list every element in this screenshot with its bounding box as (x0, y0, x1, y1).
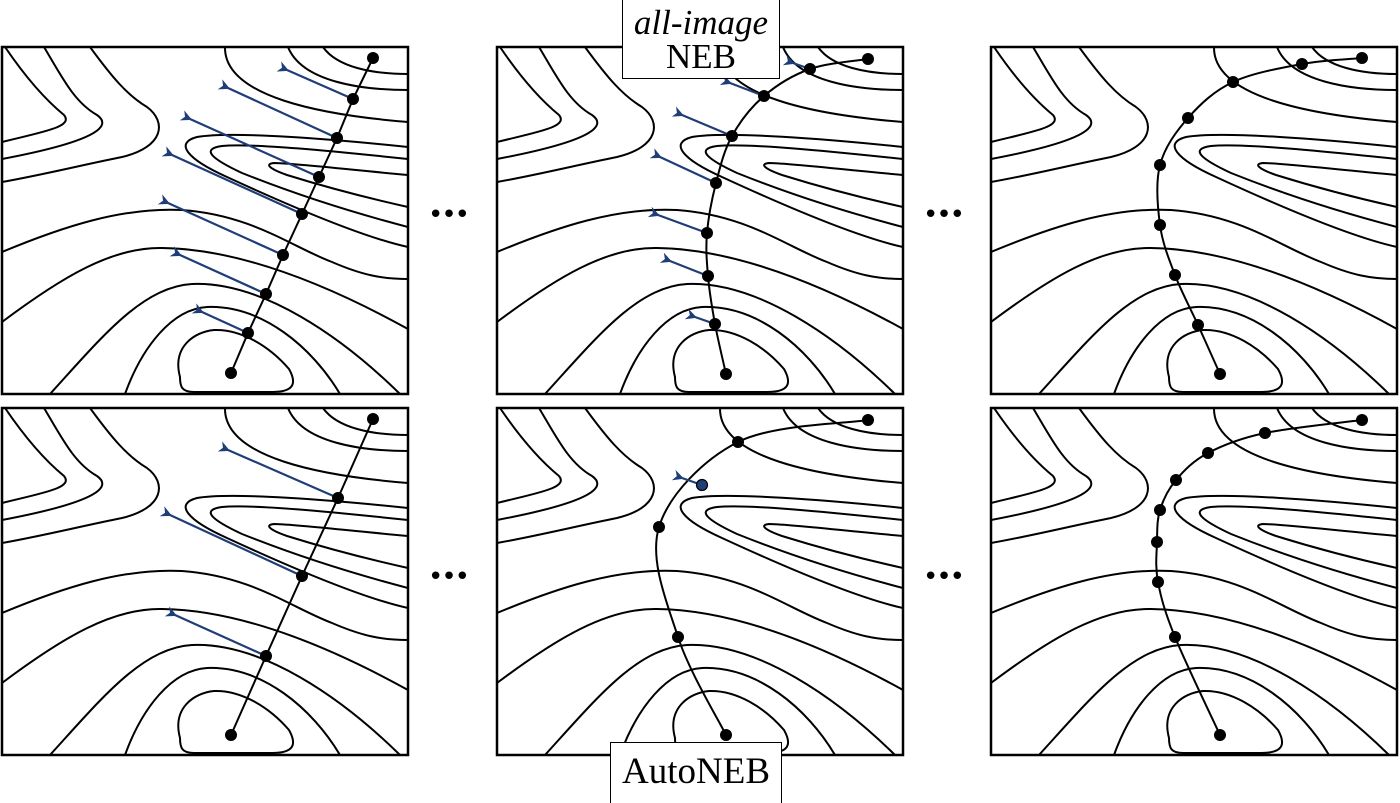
image-point (1154, 504, 1166, 516)
image-point (862, 53, 874, 65)
panel-frame (495, 45, 905, 396)
energy-contours (991, 47, 1397, 394)
panel-neb-initial (0, 45, 410, 396)
image-point (1154, 219, 1166, 231)
image-point (1356, 52, 1368, 64)
image-point (653, 521, 665, 533)
image-point (225, 367, 237, 379)
image-point (1169, 631, 1181, 643)
image-point (367, 52, 379, 64)
panel-frame (989, 406, 1399, 757)
image-point (701, 227, 713, 239)
image-point (1154, 159, 1166, 171)
image-point (296, 208, 308, 220)
image-point (758, 90, 770, 102)
force-arrow (169, 246, 267, 296)
force-arrow (647, 206, 708, 235)
panel-autoneb-initial (0, 406, 410, 757)
force-arrow (191, 303, 249, 335)
force-arrow (179, 110, 320, 179)
energy-contours (497, 47, 903, 394)
panel-frame (0, 406, 410, 757)
image-point (1152, 576, 1164, 588)
force-arrow (659, 252, 709, 278)
all-image-label-line2: NEB (666, 37, 736, 76)
panel-neb-converged (989, 45, 1399, 396)
image-point (1192, 319, 1204, 331)
image-point (1169, 269, 1181, 281)
image-point (313, 171, 325, 183)
image-point (296, 570, 308, 582)
image-point (331, 132, 343, 144)
force-arrow (276, 61, 354, 101)
image-point (702, 270, 714, 282)
force-arrow (164, 606, 267, 658)
image-point (260, 650, 272, 662)
image-point (1182, 112, 1194, 124)
panel-neb-intermediate (495, 45, 905, 396)
image-point (862, 414, 874, 426)
force-arrow (161, 146, 303, 216)
image-point (709, 318, 721, 330)
image-point (726, 130, 738, 142)
image-point (1259, 427, 1271, 439)
image-point (1296, 58, 1308, 70)
image-point (242, 327, 254, 339)
image-point (720, 368, 732, 380)
image-point (1227, 76, 1239, 88)
image-point (1170, 474, 1182, 486)
energy-contours (497, 408, 903, 755)
force-arrow (649, 148, 717, 184)
ellipsis-bottom-2: ••• (923, 562, 965, 592)
band-path (1155, 419, 1363, 736)
force-arrow (719, 74, 765, 98)
force-arrow (159, 506, 303, 577)
image-point (1214, 368, 1226, 380)
panel-frame (495, 406, 905, 757)
energy-contours (991, 408, 1397, 755)
panel-autoneb-converged (989, 406, 1399, 757)
energy-contours (2, 408, 408, 755)
force-arrow (157, 194, 284, 257)
image-point (672, 631, 684, 643)
image-point (720, 729, 732, 741)
image-point (1356, 414, 1368, 426)
band-path (655, 419, 869, 736)
image-point (332, 492, 344, 504)
image-point (347, 93, 359, 105)
panel-frame (989, 45, 1399, 396)
band-path (705, 58, 869, 375)
panel-frame (0, 45, 410, 396)
force-arrow (217, 79, 338, 139)
image-point (277, 249, 289, 261)
image-point (710, 177, 722, 189)
band-path (1156, 57, 1363, 375)
ellipsis-top-1: ••• (428, 200, 470, 230)
image-point (225, 729, 237, 741)
image-point (367, 413, 379, 425)
autoneb-label: AutoNEB (610, 742, 782, 803)
force-arrow (671, 106, 733, 138)
all-image-neb-label: all-image NEB (622, 0, 780, 79)
image-point (1202, 447, 1214, 459)
active-image-point (695, 478, 709, 492)
image-point (804, 63, 816, 75)
all-image-label-line1: all-image (633, 3, 769, 42)
ellipsis-top-2: ••• (923, 200, 965, 230)
image-point (1151, 536, 1163, 548)
panel-autoneb-intermediate (495, 406, 905, 757)
image-point (732, 436, 744, 448)
image-point (1214, 729, 1226, 741)
image-point (260, 288, 272, 300)
force-arrow (217, 441, 339, 500)
ellipsis-bottom-1: ••• (428, 562, 470, 592)
